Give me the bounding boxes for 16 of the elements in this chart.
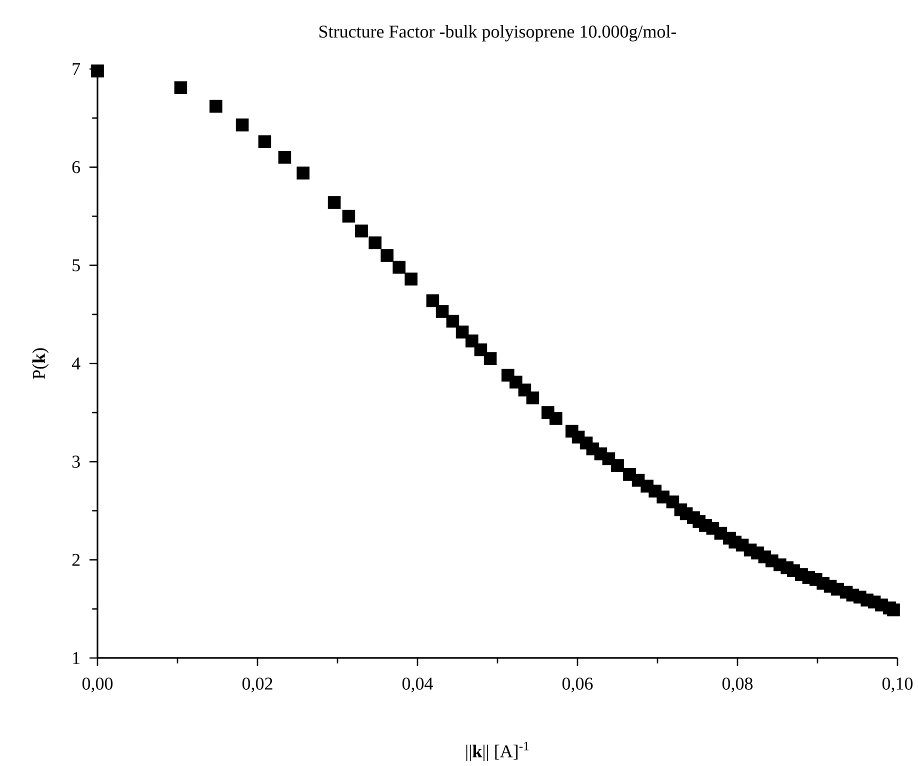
x-tick-label: 0,02 xyxy=(242,678,272,692)
x-tick-label: 0,10 xyxy=(882,678,913,692)
x-tick-label: 0,06 xyxy=(562,678,593,692)
y-tick-label: 4 xyxy=(72,358,80,370)
y-tick-label: 1 xyxy=(73,652,80,664)
x-tick-label: 0,04 xyxy=(402,678,433,692)
y-tick-label: 6 xyxy=(72,161,80,174)
x-tick-label: 0,08 xyxy=(722,678,753,692)
x-tick-label: 0,00 xyxy=(82,678,113,692)
chart-title: Structure Factor -bulk polyisoprene 10.000g/mol- xyxy=(319,25,676,42)
y-tick-label: 3 xyxy=(72,456,80,468)
y-tick-label: 7 xyxy=(72,63,80,75)
x-axis-title: ||k|| [A]$^{-1}$ xyxy=(466,742,529,762)
y-tick-label: 2 xyxy=(72,554,80,566)
y-axis-title: P(k) xyxy=(32,348,49,379)
y-tick-label: 5 xyxy=(72,259,80,272)
